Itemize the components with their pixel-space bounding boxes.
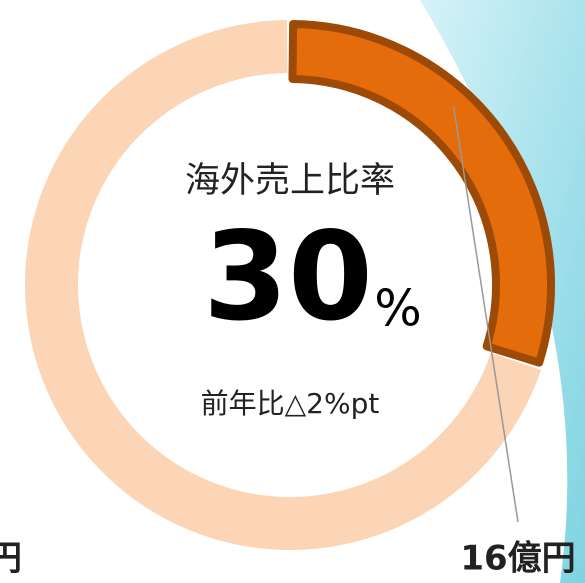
center-subtitle: 前年比△2%pt (201, 387, 380, 420)
donut-segment (288, 20, 555, 367)
center-value: 30 (203, 206, 373, 348)
leader-line (452, 106, 519, 523)
segment-label: 億円 (0, 539, 22, 579)
center-unit: % (374, 280, 422, 338)
background-shape (420, 0, 585, 583)
center-title: 海外売上比率 (185, 161, 395, 201)
segment-label: 16億円 (460, 539, 575, 579)
